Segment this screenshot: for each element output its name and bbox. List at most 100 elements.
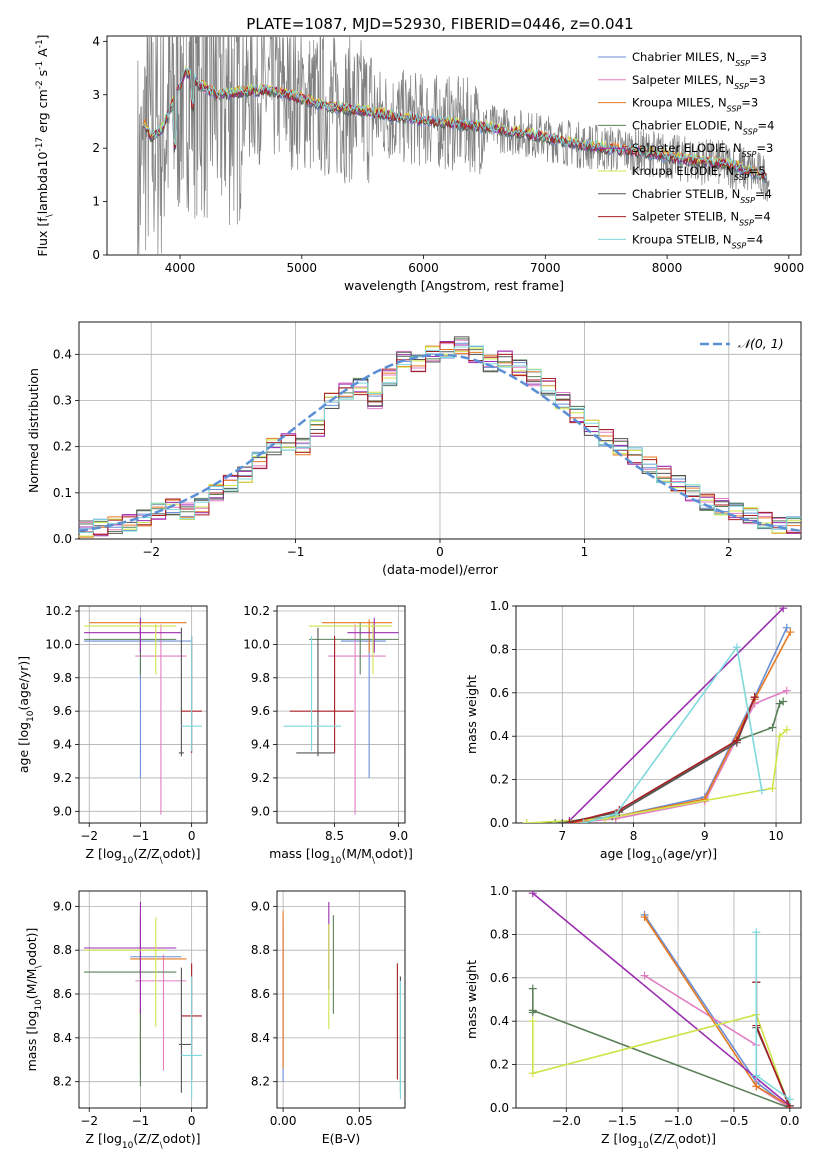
y-tick-label: 0	[92, 248, 100, 262]
x-tick-label: 9.0	[389, 829, 408, 843]
mass-weight-marker	[528, 1069, 537, 1078]
chart-mass-vs-z: −2 −1 0 8.2 8.4 8.6 8.8 9.0 Z [log10(Z/Z\odot)] m…	[24, 890, 208, 1151]
legend-label: Salpeter STELIB, NSSP=4	[632, 210, 771, 228]
legend-label: Salpeter MILES, NSSP=3	[632, 73, 766, 91]
plot-area	[84, 901, 202, 1100]
axes-frame	[515, 890, 802, 1109]
y-tick-label: 0.0	[490, 816, 509, 830]
mass-weight-marker	[579, 819, 588, 823]
x-axis-label: E(B-V)	[322, 1131, 361, 1146]
residual-histogram	[79, 341, 801, 536]
model-spectrum	[143, 67, 767, 180]
y-tick-label: 8.2	[251, 1075, 270, 1089]
plot-area	[528, 891, 794, 1108]
mass-weight-marker	[528, 1006, 537, 1015]
mass-weight-marker	[768, 723, 777, 732]
y-tick-label: 8.2	[53, 1075, 72, 1089]
mass-weight-marker	[782, 686, 791, 695]
y-tick-label: 0.6	[490, 971, 509, 985]
y-tick-label: 9.0	[251, 899, 270, 913]
x-tick-label: −2	[142, 545, 160, 559]
x-tick-label: 2	[725, 545, 733, 559]
x-tick-label: −1	[132, 1114, 150, 1128]
y-tick-label: 0.8	[490, 642, 509, 656]
x-axis-label: wavelength [Angstrom, rest frame]	[344, 278, 564, 293]
legend-label: Kroupa STELIB, NSSP=4	[632, 232, 763, 250]
y-axis-label: mass weight	[464, 675, 479, 754]
y-tick-label: 10.0	[45, 637, 72, 651]
y-axis-label: Flux [f\lambda10-17 erg cm-2 s-1 A-1]	[35, 34, 55, 256]
mass-weight-line	[569, 627, 788, 823]
mass-weight-marker	[786, 628, 795, 637]
mass-weight-marker	[551, 819, 560, 823]
x-tick-label: 0	[436, 545, 444, 559]
y-tick-label: 0.8	[490, 927, 509, 941]
mass-weight-marker	[528, 891, 537, 898]
y-tick-label: 8.6	[251, 987, 270, 1001]
mass-weight-marker	[775, 699, 784, 708]
x-axis-label: (data-model)/error	[382, 562, 499, 577]
chart-mass-vs-ebv: 0.00 0.05 8.2 8.4 8.6 8.8 9.0 E(B-V)	[251, 890, 406, 1146]
y-tick-label: 0.2	[490, 1058, 509, 1072]
y-tick-label: 9.8	[53, 671, 72, 685]
y-tick-label: 0.2	[490, 773, 509, 787]
y-tick-label: 9.0	[53, 804, 72, 818]
mass-weight-line	[569, 696, 756, 823]
chart-spectrum: 4000 5000 6000 7000 8000 9000 0 1 2 3 4 wavelength …	[35, 34, 805, 293]
x-tick-label: 7000	[530, 261, 561, 275]
mass-weight-line	[532, 1013, 791, 1108]
y-tick-label: 0.4	[53, 347, 72, 361]
x-axis-label: age [log10(age/yr)]	[600, 846, 717, 866]
mass-weight-marker	[752, 1071, 761, 1080]
y-tick-label: 4	[92, 34, 100, 48]
mass-weight-marker	[522, 819, 531, 823]
plot-area	[79, 336, 801, 538]
gaussian-curve	[79, 353, 801, 533]
mass-weight-marker	[785, 1095, 794, 1104]
chart-mass-weight-vs-z: −2.0 −1.5 −1.0 −0.5 0.0 0.0 0.2 0.4 0.6 0.8 1.0 Z […	[464, 884, 802, 1151]
y-tick-label: 10.2	[45, 604, 72, 618]
x-tick-label: 8	[630, 829, 638, 843]
x-tick-label: −1	[132, 829, 150, 843]
y-axis-label: mass [log10(M/M\odot)]	[24, 928, 44, 1072]
y-tick-label: 8.4	[53, 1031, 72, 1045]
y-tick-label: 3	[92, 88, 100, 102]
x-tick-label: 9000	[774, 261, 805, 275]
y-tick-label: 1.0	[490, 884, 509, 898]
y-tick-label: 0.1	[53, 486, 72, 500]
chart-mass-weight-vs-age: 7 8 9 10 0.0 0.2 0.4 0.6 0.8 1.0 age [log10(age/yr…	[464, 599, 802, 866]
x-tick-label: −1.5	[608, 1114, 637, 1128]
x-axis-label: Z [log10(Z/Z\odot)]	[85, 846, 200, 866]
y-tick-label: 2	[92, 141, 100, 155]
observed-spectrum	[137, 36, 770, 255]
y-tick-label: 0.4	[490, 729, 509, 743]
x-tick-label: −2	[80, 829, 98, 843]
legend-label: Chabrier STELIB, NSSP=4	[632, 187, 772, 205]
x-tick-label: −1.0	[663, 1114, 692, 1128]
y-tick-label: 9.4	[53, 738, 72, 752]
mass-weight-marker	[779, 606, 788, 613]
mass-weight-line	[583, 645, 763, 823]
y-tick-label: 0.0	[490, 1101, 509, 1115]
axes-frame	[78, 321, 802, 540]
mass-weight-marker	[528, 1017, 537, 1026]
plot-area	[522, 606, 795, 823]
mass-weight-line	[532, 988, 791, 1108]
plot-area	[283, 617, 399, 815]
chart-age-vs-z: −2 −1 0 9.0 9.2 9.4 9.6 9.8 10.0 10.2 Z [log10(Z/Z…	[16, 604, 208, 866]
axes-frame	[515, 605, 802, 824]
x-tick-label: 0.00	[270, 1114, 297, 1128]
axes-frame	[78, 605, 208, 824]
chart-age-vs-mass: 8.5 9.0 9.0 9.2 9.4 9.6 9.8 10.0 10.2 mass [log10…	[243, 604, 413, 866]
y-tick-label: 8.6	[53, 987, 72, 1001]
y-tick-label: 9.2	[251, 771, 270, 785]
legend-label: Kroupa ELODIE, NSSP=5	[632, 164, 766, 182]
y-tick-label: 9.2	[53, 771, 72, 785]
mass-weight-marker	[750, 693, 759, 702]
mass-weight-marker	[757, 786, 766, 795]
legend-label: 𝒩(0, 1)	[738, 336, 784, 351]
y-tick-label: 0.3	[53, 393, 72, 407]
x-tick-label: −2.0	[552, 1114, 581, 1128]
y-tick-label: 0.6	[490, 686, 509, 700]
y-tick-label: 9.6	[251, 704, 270, 718]
